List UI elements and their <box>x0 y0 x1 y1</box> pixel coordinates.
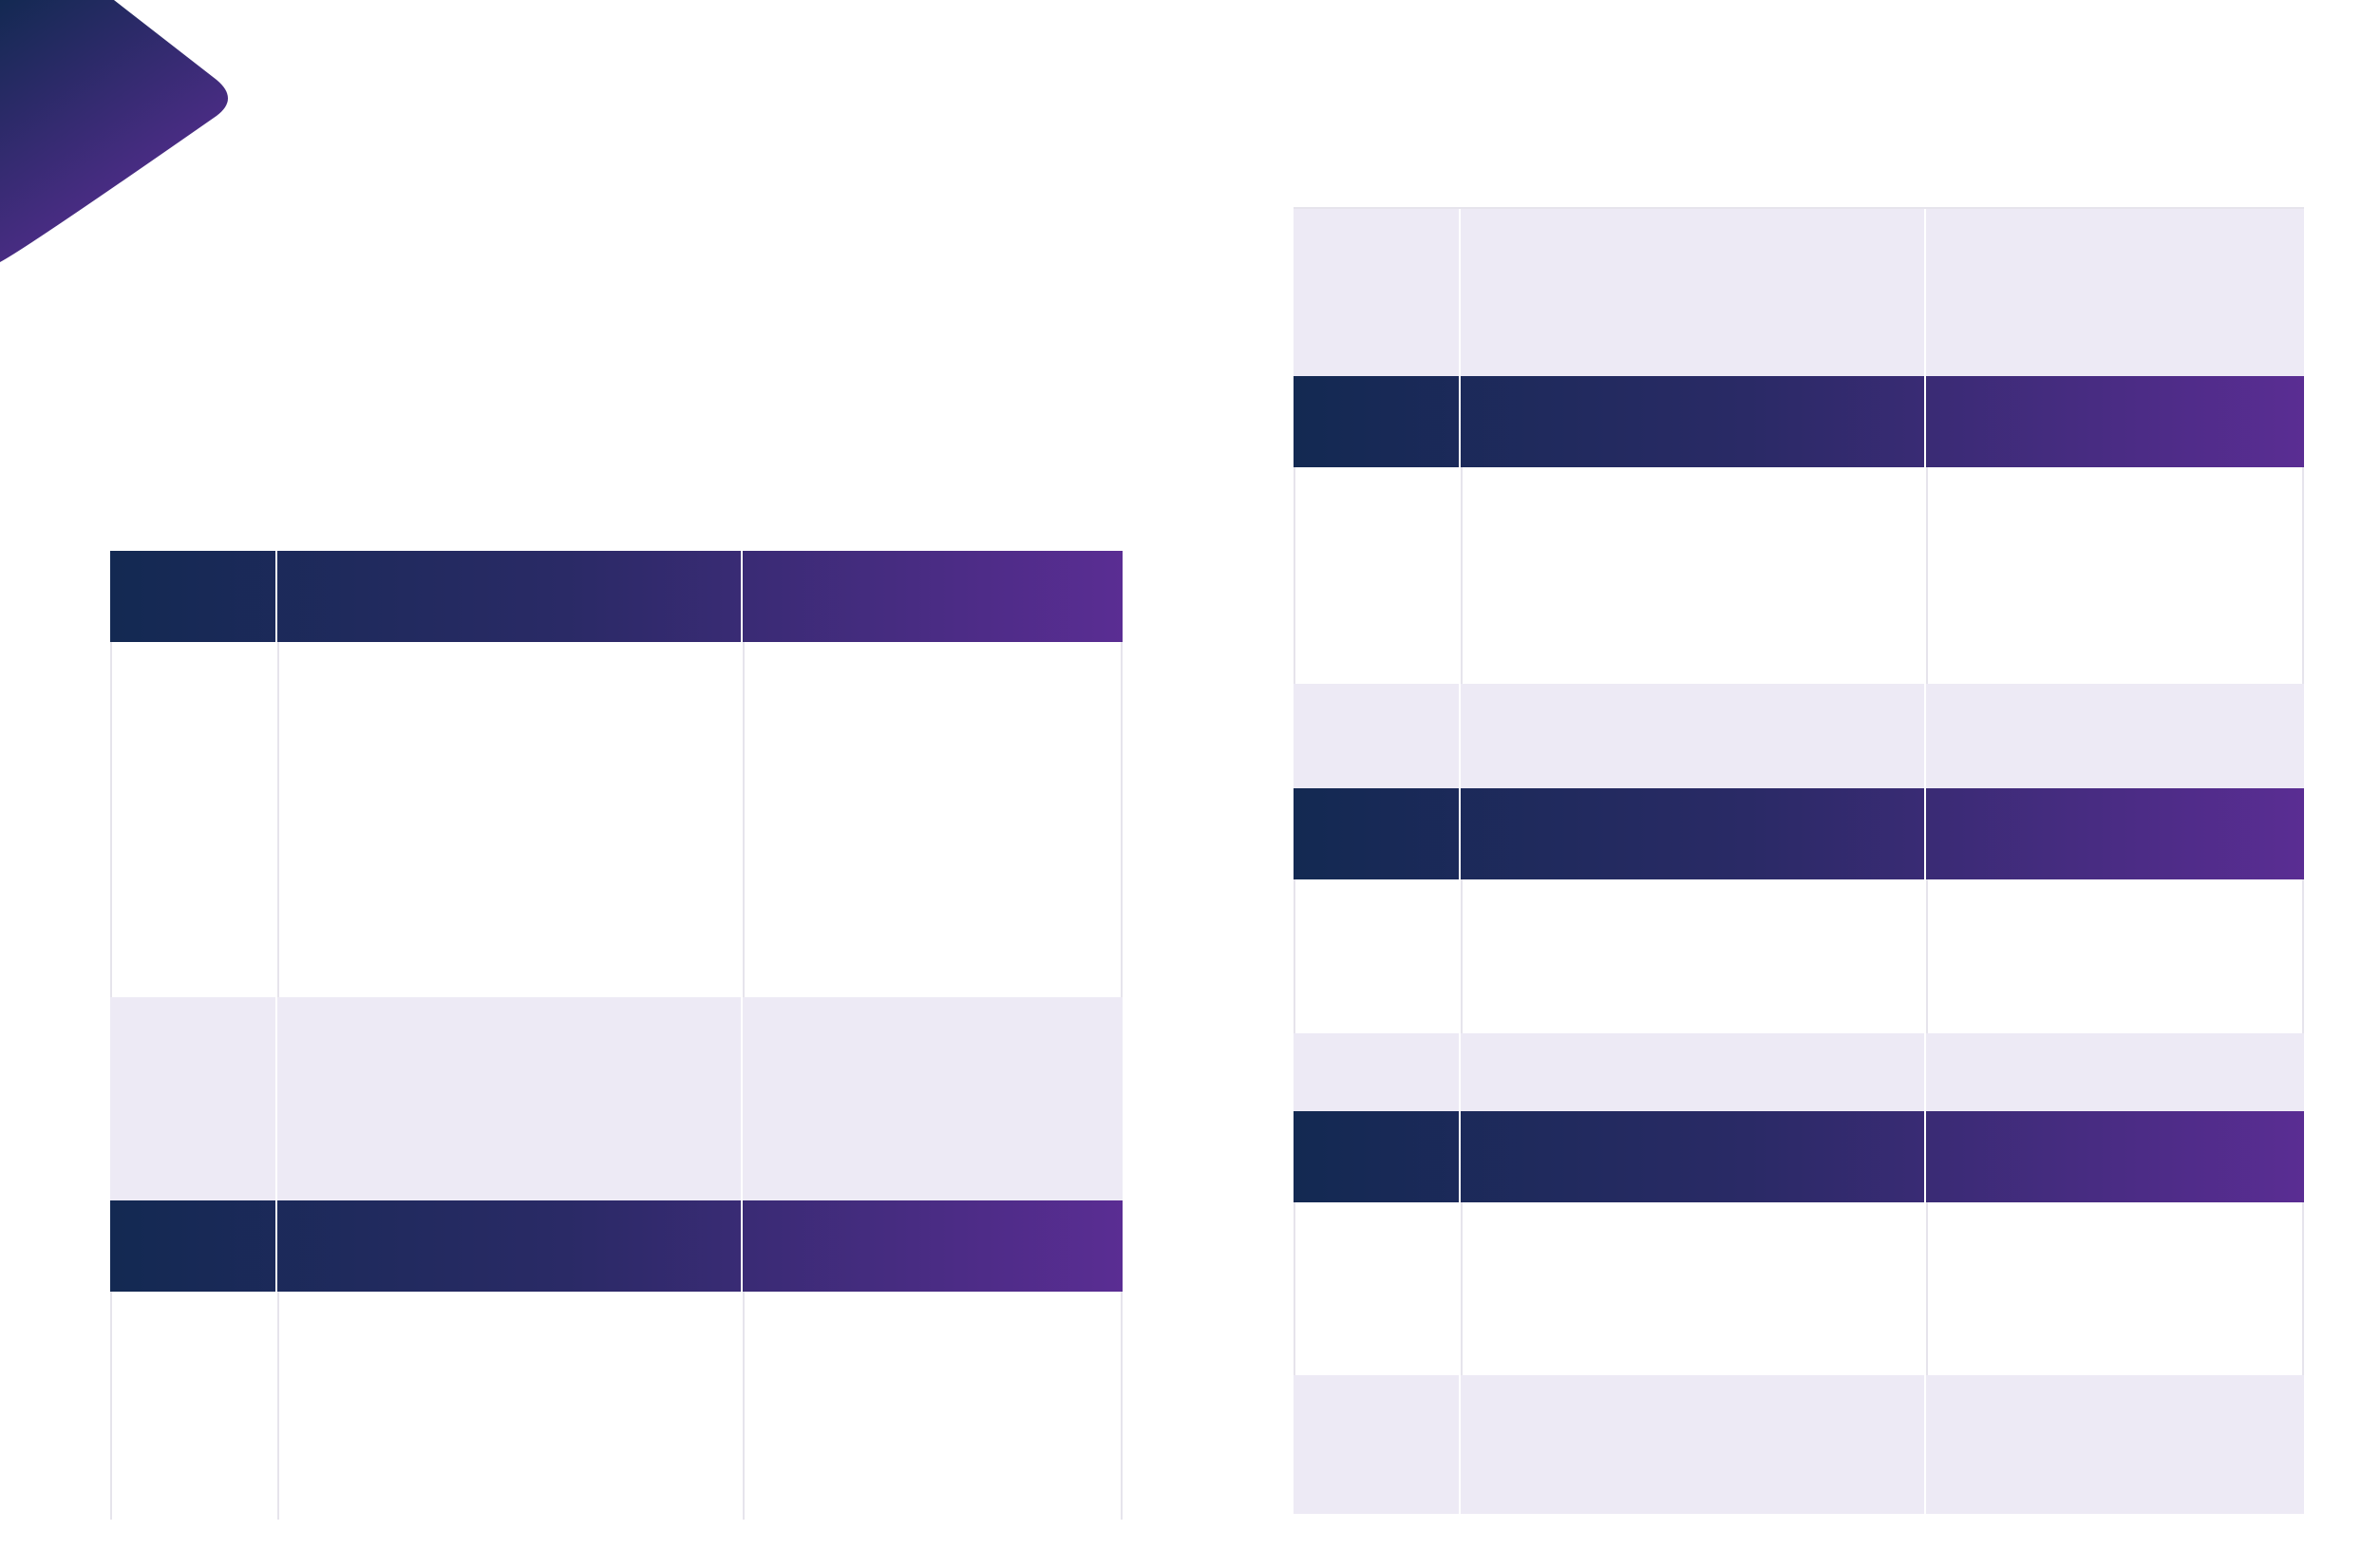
right-table-header-row <box>1294 1111 2304 1202</box>
right-table-header-row <box>1294 788 2304 879</box>
left-table-body-row <box>110 1292 1123 1520</box>
left-table-tint-row <box>110 997 1123 1200</box>
body-cell <box>1926 684 2304 788</box>
body-cell <box>1461 209 1926 378</box>
body-cell <box>1926 467 2304 684</box>
header-cell <box>1294 788 1461 879</box>
left-table-header-row <box>110 551 1123 642</box>
right-table-header-row <box>1294 376 2304 467</box>
body-cell <box>1461 1033 1926 1111</box>
body-cell <box>1294 879 1461 1033</box>
body-cell <box>1294 1202 1461 1375</box>
body-cell <box>743 997 1123 1200</box>
header-cell <box>743 1200 1123 1292</box>
body-cell <box>1461 684 1926 788</box>
header-cell <box>1461 1111 1926 1202</box>
body-cell <box>1461 1202 1926 1375</box>
header-cell <box>1926 376 2304 467</box>
body-cell <box>1294 1375 1461 1514</box>
right-table-tint-row <box>1294 1033 2304 1111</box>
header-cell <box>110 551 277 642</box>
body-cell <box>277 997 743 1200</box>
header-cell <box>1926 1111 2304 1202</box>
header-cell <box>1294 376 1461 467</box>
header-cell <box>277 1200 743 1292</box>
body-cell <box>1294 684 1461 788</box>
body-cell <box>1926 1033 2304 1111</box>
header-cell <box>1294 1111 1461 1202</box>
left-table-header-row <box>110 1200 1123 1292</box>
body-cell <box>110 1292 277 1520</box>
body-cell <box>1294 467 1461 684</box>
body-cell <box>743 642 1123 997</box>
body-cell <box>1926 1375 2304 1514</box>
body-cell <box>1926 1202 2304 1375</box>
right-table-tint-row <box>1294 207 2304 378</box>
header-cell <box>1926 788 2304 879</box>
body-cell <box>1926 879 2304 1033</box>
body-cell <box>110 642 277 997</box>
left-table <box>110 551 1123 1520</box>
corner-arrow-shape <box>0 0 228 262</box>
header-cell <box>743 551 1123 642</box>
body-cell <box>1294 209 1461 378</box>
right-table-body-row <box>1294 879 2304 1033</box>
right-table-body-row <box>1294 1202 2304 1375</box>
body-cell <box>1461 879 1926 1033</box>
header-cell <box>1461 376 1926 467</box>
right-table-tint-row <box>1294 684 2304 788</box>
right-table-body-row <box>1294 467 2304 684</box>
body-cell <box>110 997 277 1200</box>
header-cell <box>277 551 743 642</box>
body-cell <box>743 1292 1123 1520</box>
body-cell <box>277 1292 743 1520</box>
header-cell <box>1461 788 1926 879</box>
right-table <box>1294 207 2304 1514</box>
body-cell <box>1926 209 2304 378</box>
body-cell <box>277 642 743 997</box>
body-cell <box>1461 1375 1926 1514</box>
body-cell <box>1461 467 1926 684</box>
header-cell <box>110 1200 277 1292</box>
right-table-tint-row <box>1294 1375 2304 1514</box>
left-table-body-row <box>110 642 1123 997</box>
body-cell <box>1294 1033 1461 1111</box>
